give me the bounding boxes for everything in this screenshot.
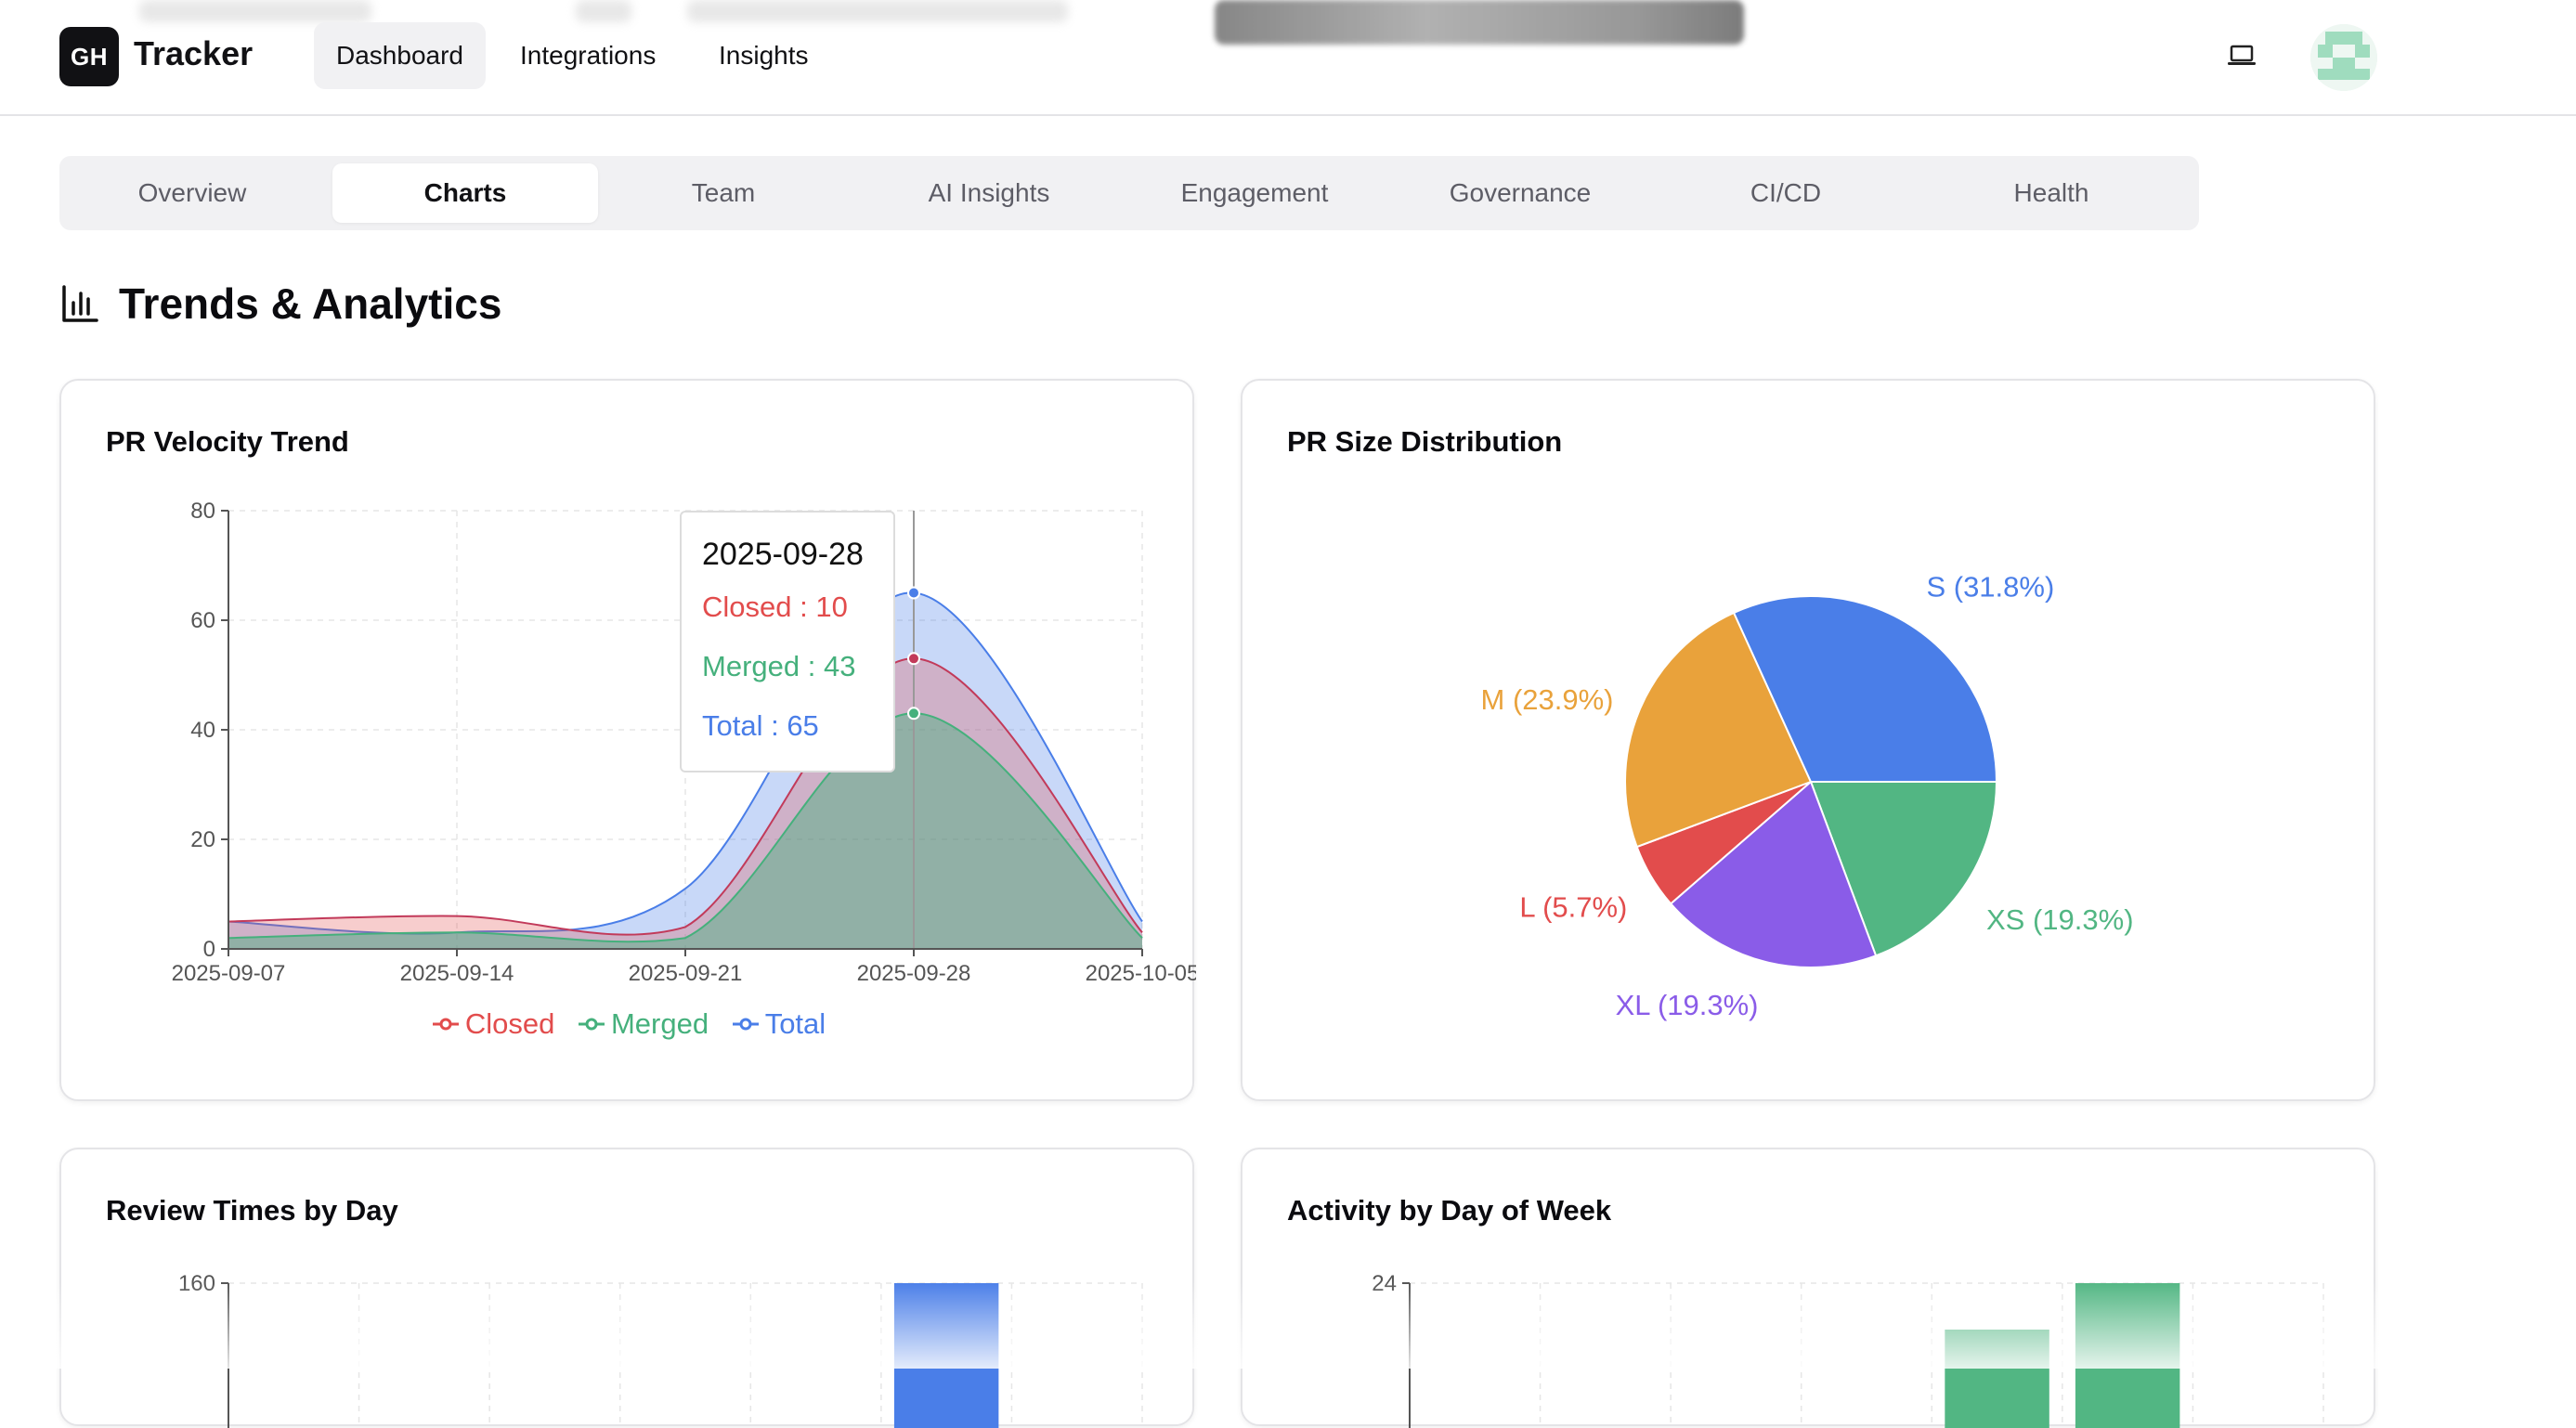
- point-closed: [907, 652, 920, 666]
- tab-health[interactable]: Health: [1919, 163, 2184, 223]
- app-logo[interactable]: GH: [59, 27, 119, 86]
- pr-velocity-card: PR Velocity Trend 0 20 40 60 80 2025-09-07 202…: [59, 379, 1196, 1103]
- tab-label: Engagement: [1180, 178, 1329, 207]
- section-title: Trends & Analytics: [119, 279, 502, 328]
- blurred-top-text: [576, 0, 631, 22]
- pie-label-m: M (23.9%): [1481, 683, 1614, 716]
- bar: [1945, 1330, 2049, 1428]
- avatar[interactable]: [2310, 24, 2377, 91]
- pie-label-xs: XS (19.3%): [1986, 903, 2134, 936]
- x-tick-label: 2025-09-14: [400, 961, 514, 986]
- y-tick-label: 160: [178, 1271, 215, 1296]
- y-tick-label: 0: [203, 937, 215, 962]
- tab-label: Team: [691, 178, 756, 207]
- nav-label: Integrations: [520, 41, 657, 70]
- x-tick-label: 2025-09-28: [857, 961, 971, 986]
- pie-label-s: S (31.8%): [1926, 571, 2054, 604]
- line-marker-icon: [432, 1018, 459, 1031]
- size-pie-chart[interactable]: XS (19.3%) XL (19.3%) L (5.7%) M (23.9%) S (…: [1242, 381, 2377, 1103]
- blurred-top-bar: [1215, 0, 1744, 45]
- line-marker-icon: [732, 1018, 759, 1031]
- tab-label: Health: [2013, 178, 2089, 207]
- avatar-pixel-icon: [2310, 24, 2377, 91]
- tab-label: CI/CD: [1750, 178, 1822, 207]
- velocity-chart[interactable]: 0 20 40 60 80 2025-09-07 2025-09-14 2025-09-21 2…: [61, 381, 1196, 1103]
- tab-overview[interactable]: Overview: [59, 163, 325, 223]
- nav-label: Dashboard: [336, 41, 463, 70]
- tab-label: Governance: [1449, 178, 1592, 207]
- tab-ai-insights[interactable]: AI Insights: [856, 163, 1122, 223]
- legend-label: Total: [764, 1007, 826, 1040]
- series-line-closed: [228, 657, 1143, 936]
- tab-charts[interactable]: Charts: [332, 163, 598, 223]
- bar: [893, 1283, 999, 1428]
- review-times-card: Review Times by Day 160: [59, 1148, 1196, 1428]
- tab-team[interactable]: Team: [591, 163, 856, 223]
- x-tick-label: 2025-10-05: [1086, 961, 1196, 986]
- point-merged: [907, 707, 920, 720]
- tooltip-date: 2025-09-28: [702, 537, 864, 572]
- tooltip-total: Total : 65: [702, 709, 819, 742]
- top-header: GH Tracker Dashboard Integrations Insigh…: [0, 0, 2576, 116]
- card-title: PR Size Distribution: [1287, 425, 1563, 458]
- card-title: Review Times by Day: [106, 1194, 398, 1227]
- bar: [2075, 1283, 2180, 1428]
- tab-label: Overview: [137, 178, 247, 207]
- y-tick-label: 20: [190, 827, 215, 852]
- tab-cicd[interactable]: CI/CD: [1653, 163, 1919, 223]
- nav-label: Insights: [719, 41, 809, 70]
- pie-slice-xs: [1809, 781, 1998, 957]
- chart-tooltip: 2025-09-28 Closed : 10 Merged : 43 Total…: [680, 511, 895, 772]
- logo-text: GH: [71, 42, 108, 71]
- bar-chart-icon: [62, 285, 98, 322]
- laptop-icon[interactable]: [2227, 43, 2257, 69]
- y-tick-label: 40: [190, 718, 215, 743]
- legend-merged[interactable]: Merged: [578, 1007, 709, 1041]
- pie-label-l: L (5.7%): [1519, 891, 1627, 924]
- nav-integrations[interactable]: Integrations: [498, 22, 678, 89]
- legend-label: Closed: [464, 1007, 555, 1040]
- tab-engagement[interactable]: Engagement: [1122, 163, 1387, 223]
- pie-slice-xl: [1669, 780, 1878, 968]
- card-title: PR Velocity Trend: [106, 425, 349, 458]
- chart-legend: Closed Merged Total: [61, 1005, 1196, 1042]
- nav-insights[interactable]: Insights: [696, 22, 831, 89]
- pie-label-xl: XL (19.3%): [1616, 989, 1759, 1021]
- tooltip-closed: Closed : 10: [702, 591, 848, 623]
- blurred-top-text: [687, 0, 1068, 22]
- blurred-top-text: [139, 0, 371, 22]
- card-title: Activity by Day of Week: [1287, 1194, 1612, 1227]
- x-tick-label: 2025-09-07: [172, 961, 286, 986]
- legend-label: Merged: [610, 1007, 709, 1040]
- y-tick-label: 80: [190, 499, 215, 524]
- y-tick-label: 24: [1372, 1271, 1397, 1296]
- legend-total[interactable]: Total: [732, 1007, 826, 1041]
- line-marker-icon: [578, 1018, 605, 1031]
- y-tick-label: 60: [190, 608, 215, 633]
- tab-bar: Overview Charts Team AI Insights Engagem…: [59, 156, 2199, 230]
- pie-slice-s: [1732, 595, 1998, 783]
- tooltip-merged: Merged : 43: [702, 650, 856, 682]
- tab-label: AI Insights: [928, 178, 1050, 207]
- x-tick-label: 2025-09-21: [629, 961, 743, 986]
- pr-size-card: PR Size Distribution XS (19.3%) XL (19.3%…: [1241, 379, 2375, 1101]
- review-bar-chart[interactable]: 160: [61, 1149, 1196, 1428]
- app-name[interactable]: Tracker: [134, 34, 254, 72]
- tab-governance[interactable]: Governance: [1387, 163, 1653, 223]
- pie-slice-m: [1624, 611, 1813, 849]
- tab-label: Charts: [423, 178, 507, 207]
- legend-closed[interactable]: Closed: [432, 1007, 555, 1041]
- activity-card: Activity by Day of Week 24: [1241, 1148, 2377, 1428]
- activity-bar-chart[interactable]: 24: [1242, 1149, 2377, 1428]
- series-line-merged: [228, 712, 1143, 943]
- point-total: [907, 586, 920, 600]
- nav-dashboard[interactable]: Dashboard: [314, 22, 486, 89]
